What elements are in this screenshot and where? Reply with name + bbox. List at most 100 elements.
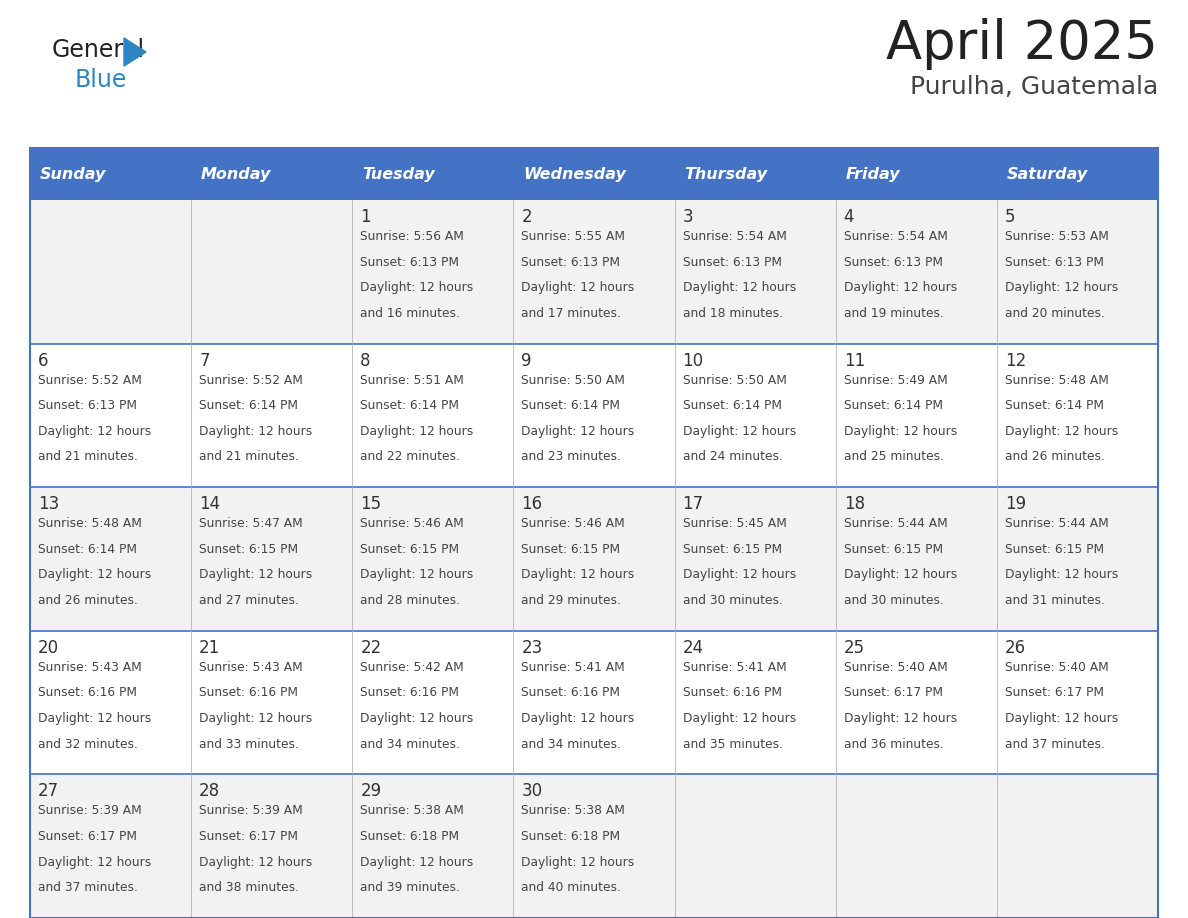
Text: Sunrise: 5:39 AM: Sunrise: 5:39 AM [38, 804, 141, 817]
Text: and 20 minutes.: and 20 minutes. [1005, 307, 1105, 319]
Text: and 35 minutes.: and 35 minutes. [683, 738, 783, 751]
Text: Sunset: 6:13 PM: Sunset: 6:13 PM [360, 255, 460, 269]
Text: Sunrise: 5:43 AM: Sunrise: 5:43 AM [200, 661, 303, 674]
Polygon shape [124, 38, 146, 66]
Bar [30, 148, 1158, 918]
Bar [675, 343, 835, 487]
Bar [353, 200, 513, 343]
Text: and 21 minutes.: and 21 minutes. [38, 451, 138, 464]
Text: Daylight: 12 hours: Daylight: 12 hours [360, 425, 474, 438]
Text: 19: 19 [1005, 495, 1026, 513]
Text: 6: 6 [38, 352, 49, 370]
Text: Sunset: 6:13 PM: Sunset: 6:13 PM [522, 255, 620, 269]
Bar [835, 343, 997, 487]
Text: Sunset: 6:14 PM: Sunset: 6:14 PM [522, 399, 620, 412]
Text: Sunrise: 5:50 AM: Sunrise: 5:50 AM [522, 374, 625, 386]
Text: and 22 minutes.: and 22 minutes. [360, 451, 460, 464]
Text: 15: 15 [360, 495, 381, 513]
Text: Wednesday: Wednesday [524, 166, 626, 182]
Text: Monday: Monday [201, 166, 272, 182]
Text: and 24 minutes.: and 24 minutes. [683, 451, 783, 464]
Text: and 37 minutes.: and 37 minutes. [1005, 738, 1105, 751]
Text: Daylight: 12 hours: Daylight: 12 hours [683, 568, 796, 581]
Bar [30, 200, 191, 343]
Text: 24: 24 [683, 639, 703, 656]
Text: and 37 minutes.: and 37 minutes. [38, 881, 138, 894]
Text: Daylight: 12 hours: Daylight: 12 hours [1005, 712, 1118, 725]
Bar [191, 775, 353, 918]
Bar [997, 343, 1158, 487]
Text: 23: 23 [522, 639, 543, 656]
Bar [30, 148, 1158, 200]
Bar [675, 487, 835, 631]
Text: 8: 8 [360, 352, 371, 370]
Bar [353, 487, 513, 631]
Text: and 27 minutes.: and 27 minutes. [200, 594, 299, 607]
Text: Daylight: 12 hours: Daylight: 12 hours [683, 425, 796, 438]
Text: 9: 9 [522, 352, 532, 370]
Text: Sunrise: 5:47 AM: Sunrise: 5:47 AM [200, 517, 303, 531]
Text: Daylight: 12 hours: Daylight: 12 hours [200, 856, 312, 868]
Text: Blue: Blue [75, 68, 127, 92]
Text: Daylight: 12 hours: Daylight: 12 hours [200, 712, 312, 725]
Text: 25: 25 [843, 639, 865, 656]
Text: Thursday: Thursday [684, 166, 767, 182]
Text: and 32 minutes.: and 32 minutes. [38, 738, 138, 751]
Text: 26: 26 [1005, 639, 1026, 656]
Bar [30, 775, 191, 918]
Text: Daylight: 12 hours: Daylight: 12 hours [522, 856, 634, 868]
Bar [513, 200, 675, 343]
Text: Sunrise: 5:43 AM: Sunrise: 5:43 AM [38, 661, 141, 674]
Text: Daylight: 12 hours: Daylight: 12 hours [38, 712, 151, 725]
Text: Sunset: 6:14 PM: Sunset: 6:14 PM [38, 543, 137, 555]
Text: and 38 minutes.: and 38 minutes. [200, 881, 299, 894]
Text: 22: 22 [360, 639, 381, 656]
Text: and 26 minutes.: and 26 minutes. [38, 594, 138, 607]
Text: Sunrise: 5:44 AM: Sunrise: 5:44 AM [843, 517, 948, 531]
Text: 27: 27 [38, 782, 59, 800]
Text: Sunset: 6:17 PM: Sunset: 6:17 PM [843, 687, 943, 700]
Text: Sunset: 6:13 PM: Sunset: 6:13 PM [1005, 255, 1104, 269]
Bar [191, 631, 353, 775]
Text: Sunrise: 5:38 AM: Sunrise: 5:38 AM [360, 804, 465, 817]
Text: Sunrise: 5:46 AM: Sunrise: 5:46 AM [522, 517, 625, 531]
Bar [513, 775, 675, 918]
Text: Sunset: 6:14 PM: Sunset: 6:14 PM [843, 399, 943, 412]
Text: and 30 minutes.: and 30 minutes. [843, 594, 943, 607]
Text: Sunrise: 5:56 AM: Sunrise: 5:56 AM [360, 230, 465, 243]
Text: 3: 3 [683, 208, 693, 226]
Bar [835, 775, 997, 918]
Text: Sunset: 6:14 PM: Sunset: 6:14 PM [200, 399, 298, 412]
Text: Sunset: 6:17 PM: Sunset: 6:17 PM [200, 830, 298, 843]
Text: Daylight: 12 hours: Daylight: 12 hours [1005, 281, 1118, 295]
Text: and 26 minutes.: and 26 minutes. [1005, 451, 1105, 464]
Text: Sunset: 6:15 PM: Sunset: 6:15 PM [683, 543, 782, 555]
Bar [353, 775, 513, 918]
Text: 7: 7 [200, 352, 209, 370]
Text: Sunset: 6:13 PM: Sunset: 6:13 PM [38, 399, 137, 412]
Text: Sunset: 6:17 PM: Sunset: 6:17 PM [38, 830, 137, 843]
Text: 21: 21 [200, 639, 221, 656]
Text: 12: 12 [1005, 352, 1026, 370]
Text: and 21 minutes.: and 21 minutes. [200, 451, 299, 464]
Bar [513, 631, 675, 775]
Text: Sunset: 6:16 PM: Sunset: 6:16 PM [683, 687, 782, 700]
Text: Daylight: 12 hours: Daylight: 12 hours [1005, 568, 1118, 581]
Text: and 39 minutes.: and 39 minutes. [360, 881, 460, 894]
Text: Daylight: 12 hours: Daylight: 12 hours [360, 281, 474, 295]
Text: 10: 10 [683, 352, 703, 370]
Text: Daylight: 12 hours: Daylight: 12 hours [200, 568, 312, 581]
Text: Sunrise: 5:38 AM: Sunrise: 5:38 AM [522, 804, 625, 817]
Text: 4: 4 [843, 208, 854, 226]
Text: Purulha, Guatemala: Purulha, Guatemala [910, 75, 1158, 99]
Text: Sunrise: 5:46 AM: Sunrise: 5:46 AM [360, 517, 465, 531]
Text: Daylight: 12 hours: Daylight: 12 hours [38, 568, 151, 581]
Bar [835, 631, 997, 775]
Text: and 31 minutes.: and 31 minutes. [1005, 594, 1105, 607]
Bar [675, 631, 835, 775]
Text: 28: 28 [200, 782, 220, 800]
Text: 17: 17 [683, 495, 703, 513]
Text: Sunset: 6:15 PM: Sunset: 6:15 PM [843, 543, 943, 555]
Text: 20: 20 [38, 639, 59, 656]
Text: Daylight: 12 hours: Daylight: 12 hours [843, 712, 958, 725]
